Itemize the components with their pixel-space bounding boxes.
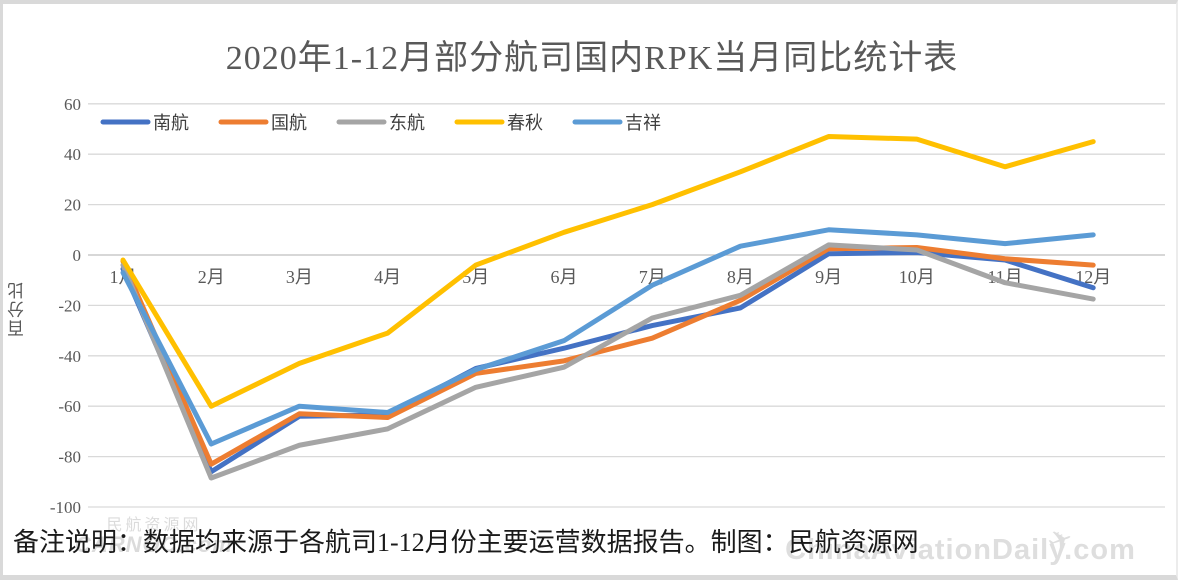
chinaaviationdaily-watermark: ChinaAviationDaily.com✈ xyxy=(785,522,1162,567)
y-tick-label: -40 xyxy=(58,347,81,366)
footer-note: 备注说明：数据均来源于各航司1-12月份主要运营数据报告。制图：民航资源网 xyxy=(13,528,919,557)
legend-label-吉祥: 吉祥 xyxy=(625,113,661,133)
carnoc-watermark: 民航资源网 CARNOC.com xyxy=(75,518,233,556)
legend-label-东航: 东航 xyxy=(389,113,425,133)
x-tick-label: 3月 xyxy=(286,267,313,287)
carnoc-watermark-name: 民航资源网 xyxy=(106,517,202,534)
series-line-南航 xyxy=(120,249,1096,475)
x-tick-label: 12月 xyxy=(1075,267,1111,287)
x-tick-label: 9月 xyxy=(815,267,842,287)
series-line-春秋 xyxy=(120,134,1096,409)
y-tick-label: -20 xyxy=(58,296,81,315)
legend-label-南航: 南航 xyxy=(153,113,189,133)
y-tick-label: -80 xyxy=(58,448,81,467)
series-line-吉祥 xyxy=(120,227,1096,447)
series-line-国航 xyxy=(120,244,1096,467)
y-tick-label: 0 xyxy=(73,246,82,265)
y-tick-label: 20 xyxy=(64,196,81,215)
y-tick-label: -100 xyxy=(50,498,81,517)
y-tick-label: 40 xyxy=(64,145,81,164)
x-tick-label: 6月 xyxy=(551,267,578,287)
x-tick-label: 2月 xyxy=(198,267,225,287)
y-tick-label: -60 xyxy=(58,397,81,416)
chart-title: 2020年1-12月部分航司国内RPK当月同比统计表 xyxy=(225,40,959,77)
chinaaviationdaily-watermark-text: ChinaAviationDaily.com xyxy=(785,534,1136,566)
legend-label-国航: 国航 xyxy=(271,113,307,133)
x-tick-label: 10月 xyxy=(899,267,935,287)
x-tick-label: 8月 xyxy=(727,267,754,287)
carnoc-watermark-url: CARNOC.com xyxy=(75,532,233,557)
x-tick-label: 4月 xyxy=(374,267,401,287)
series-line-东航 xyxy=(120,242,1096,481)
y-tick-label: 60 xyxy=(64,95,81,114)
legend-label-春秋: 春秋 xyxy=(507,113,543,133)
